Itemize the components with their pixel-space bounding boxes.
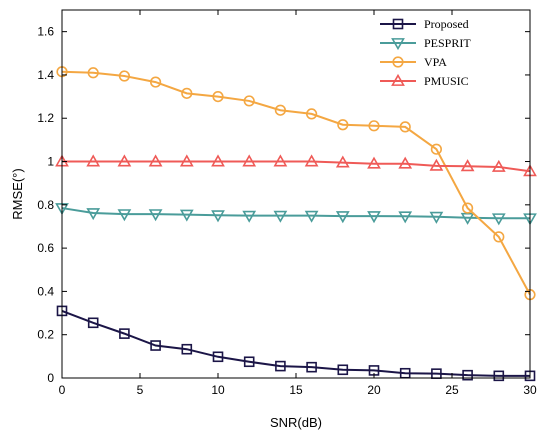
series-line-vpa	[61, 70, 531, 296]
data-point-proposed	[87, 317, 99, 329]
data-point-pmusic	[148, 154, 163, 167]
data-point-proposed	[337, 364, 349, 376]
x-tick-label: 25	[445, 383, 459, 397]
data-point-vpa	[118, 70, 130, 82]
data-point-proposed	[462, 369, 473, 381]
data-point-pesprit	[273, 210, 288, 223]
series-layer	[55, 66, 537, 382]
data-point-vpa	[87, 67, 99, 79]
data-point-vpa	[368, 120, 380, 132]
data-point-pmusic	[491, 159, 506, 172]
series-line-proposed	[61, 309, 530, 377]
y-tick-label: 1	[47, 155, 54, 169]
data-point-pmusic	[211, 154, 225, 167]
data-point-pesprit	[117, 209, 132, 222]
x-axis-label: SNR(dB)	[270, 415, 322, 430]
data-point-pesprit	[460, 212, 475, 225]
data-point-pesprit	[148, 209, 163, 222]
data-point-pmusic	[429, 158, 444, 171]
data-point-pmusic	[335, 155, 350, 168]
x-tick-label: 20	[367, 383, 381, 397]
data-point-vpa	[306, 108, 318, 120]
legend-marker-pmusic	[391, 73, 405, 86]
data-point-pesprit	[429, 211, 444, 224]
series-pesprit	[55, 203, 537, 226]
series-pmusic	[55, 154, 537, 177]
legend-label-pmusic: PMUSIC	[424, 74, 469, 88]
data-point-pesprit	[242, 210, 257, 223]
data-point-proposed	[119, 328, 130, 339]
data-point-vpa	[462, 202, 474, 214]
data-point-pmusic	[179, 154, 194, 167]
data-point-proposed	[150, 340, 161, 351]
legend-label-pesprit: PESPRIT	[424, 36, 471, 50]
legend-marker-pesprit	[391, 38, 405, 51]
legend-entry-vpa: VPA	[380, 55, 447, 69]
data-point-vpa	[243, 95, 255, 107]
data-point-pmusic	[117, 154, 132, 167]
series-vpa	[56, 66, 536, 301]
data-point-pesprit	[86, 208, 101, 221]
data-point-proposed	[243, 356, 255, 368]
y-tick-label: 0	[47, 371, 54, 385]
data-point-proposed	[212, 351, 224, 363]
y-tick-label: 0.4	[37, 284, 54, 298]
series-line-pmusic	[62, 160, 531, 173]
data-point-vpa	[181, 87, 193, 99]
axes-layer: 0 5 10 15 20 25 30 0 0.2 0.4 0.6 0.8 1 1.2 1.4 1.6	[37, 9, 537, 397]
data-point-pesprit	[179, 209, 194, 222]
data-point-pmusic	[367, 156, 381, 169]
legend-label-proposed: Proposed	[424, 17, 469, 31]
data-point-pesprit	[211, 210, 225, 223]
data-point-pmusic	[398, 156, 413, 169]
legend-label-vpa: VPA	[424, 55, 447, 69]
series-line-pesprit	[61, 207, 530, 220]
data-point-pesprit	[304, 210, 319, 223]
data-point-pmusic	[273, 154, 288, 167]
data-point-pesprit	[335, 211, 350, 224]
x-tick-label: 5	[137, 383, 144, 397]
legend-entry-pesprit: PESPRIT	[380, 36, 471, 51]
legend-entry-pmusic: PMUSIC	[380, 73, 469, 88]
data-point-pmusic	[304, 154, 319, 167]
data-point-vpa	[274, 104, 287, 116]
data-point-vpa	[399, 121, 411, 133]
data-point-vpa	[493, 231, 505, 243]
legend-marker-proposed	[392, 18, 404, 30]
data-point-proposed	[306, 361, 317, 373]
y-tick-label: 0.2	[37, 328, 54, 342]
legend: Proposed PESPRIT VPA PMUSIC	[380, 17, 471, 88]
data-point-proposed	[275, 360, 286, 372]
data-point-pmusic	[242, 154, 257, 167]
data-point-pmusic	[86, 154, 101, 167]
y-tick-label: 0.8	[37, 198, 54, 212]
data-point-vpa	[150, 76, 162, 88]
y-axis-label: RMSE(°)	[10, 168, 25, 219]
x-tick-label: 30	[523, 383, 537, 397]
data-point-vpa	[430, 143, 443, 155]
data-point-pesprit	[367, 211, 381, 224]
y-tick-label: 1.4	[37, 68, 54, 82]
y-tick-label: 0.6	[37, 241, 54, 255]
data-point-pmusic	[460, 159, 475, 172]
legend-marker-vpa	[392, 56, 404, 68]
y-tick-label: 1.2	[37, 111, 54, 125]
data-point-vpa	[212, 90, 224, 103]
data-point-pesprit	[398, 211, 413, 224]
legend-entry-proposed: Proposed	[380, 17, 469, 31]
data-point-vpa	[337, 119, 349, 131]
y-tick-label: 1.6	[37, 25, 54, 39]
data-point-proposed	[493, 370, 505, 382]
x-tick-label: 15	[289, 383, 303, 397]
x-tick-label: 10	[211, 383, 225, 397]
data-point-proposed	[181, 343, 193, 355]
series-proposed	[56, 305, 536, 382]
x-tick-label: 0	[59, 383, 66, 397]
data-point-pesprit	[491, 213, 506, 226]
